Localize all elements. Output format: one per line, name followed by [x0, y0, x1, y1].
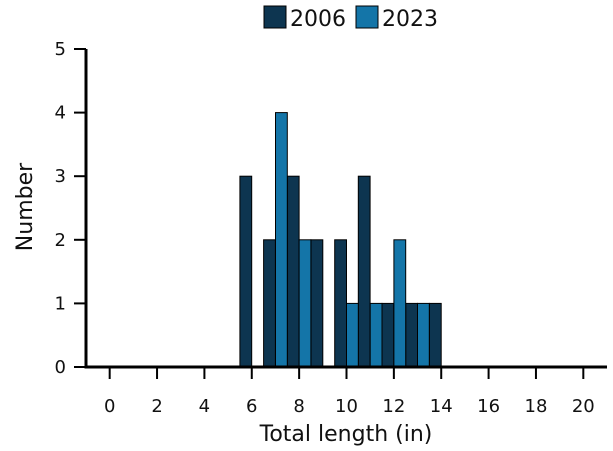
x-tick-label-14: 14 [430, 396, 453, 417]
x-axis-title: Total length (in) [259, 422, 433, 447]
bar-2023-11.25 [369, 302, 383, 368]
y-tick-label-4: 4 [55, 103, 66, 124]
x-tick-label-4: 4 [199, 396, 210, 417]
x-tick-label-2: 2 [151, 396, 162, 417]
bar-2023-13.25 [417, 302, 430, 368]
y-tick-label-5: 5 [55, 39, 66, 60]
bar-2006-5.75 [239, 175, 253, 368]
bar-2023-7.25 [275, 112, 288, 368]
legend-label-2023: 2023 [382, 7, 438, 32]
y-axis-title: Number [13, 162, 38, 251]
bar-2006-6.75 [263, 239, 276, 368]
x-tick-label-12: 12 [382, 396, 405, 417]
bar-2006-9.75 [334, 239, 348, 368]
legend-label-2006: 2006 [290, 7, 346, 32]
x-tick-label-20: 20 [572, 396, 595, 417]
bar-2023-8.25 [298, 239, 312, 368]
legend: 2006 2023 [263, 5, 438, 32]
legend-swatch-2006 [263, 5, 287, 29]
bar-2006-13.75 [428, 302, 442, 368]
x-tick-label-16: 16 [477, 396, 500, 417]
bar-2006-10.75 [357, 175, 371, 368]
bar-2006-7.75 [286, 175, 300, 368]
y-tick-label-2: 2 [55, 230, 66, 251]
legend-swatch-2023 [355, 5, 379, 29]
bar-2023-12.25 [393, 239, 407, 368]
x-tick-label-10: 10 [335, 396, 358, 417]
bars-group [239, 112, 442, 368]
y-tick-label-0: 0 [55, 357, 66, 378]
bar-2006-8.75 [310, 239, 324, 368]
bar-2023-10.25 [346, 302, 359, 368]
x-tick-label-0: 0 [104, 396, 115, 417]
bar-2006-11.75 [381, 302, 395, 368]
x-tick-label-18: 18 [525, 396, 548, 417]
y-tick-label-3: 3 [55, 166, 66, 187]
x-tick-label-8: 8 [293, 396, 304, 417]
bar-2006-12.75 [405, 302, 419, 368]
y-tick-label-1: 1 [55, 293, 66, 314]
x-tick-label-6: 6 [246, 396, 257, 417]
